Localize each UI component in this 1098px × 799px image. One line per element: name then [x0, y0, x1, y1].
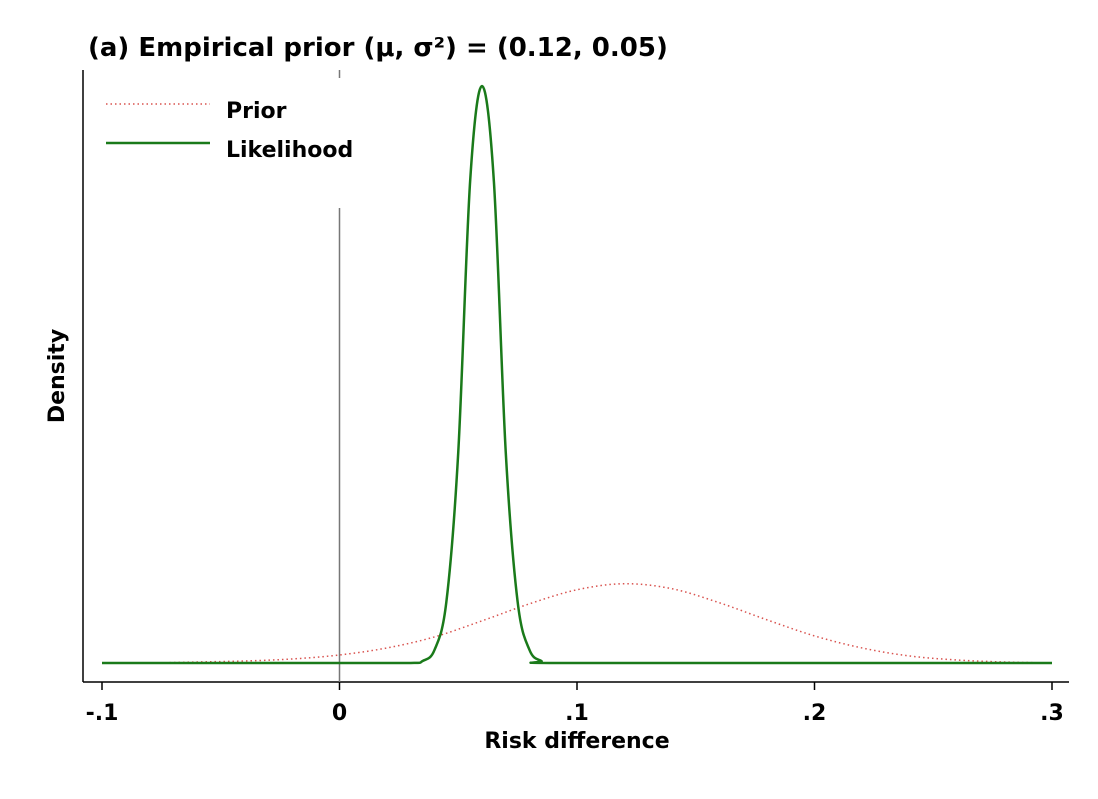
axes — [82, 70, 1069, 683]
series-group — [102, 84, 1053, 665]
x-tick-label: 0 — [332, 701, 347, 726]
legend-prior-label: Prior — [226, 99, 287, 124]
chart-title: (a) Empirical prior (μ, σ²) = (0.12, 0.0… — [88, 33, 668, 63]
legend-background — [96, 90, 358, 170]
x-tick-label: .3 — [1040, 701, 1064, 726]
x-tick-label: .1 — [565, 701, 589, 726]
x-axis-label: Risk difference — [484, 729, 669, 754]
legend: Prior Likelihood — [96, 90, 358, 170]
legend-likelihood-label: Likelihood — [226, 138, 353, 163]
x-ticks: -.1 0 .1 .2 .3 — [86, 682, 1064, 726]
x-tick-label: .2 — [803, 701, 827, 726]
x-tick-label: -.1 — [86, 701, 119, 726]
series-prior-line — [102, 582, 1053, 664]
series-likelihood-line — [102, 84, 1052, 665]
y-axis-label: Density — [45, 329, 70, 423]
